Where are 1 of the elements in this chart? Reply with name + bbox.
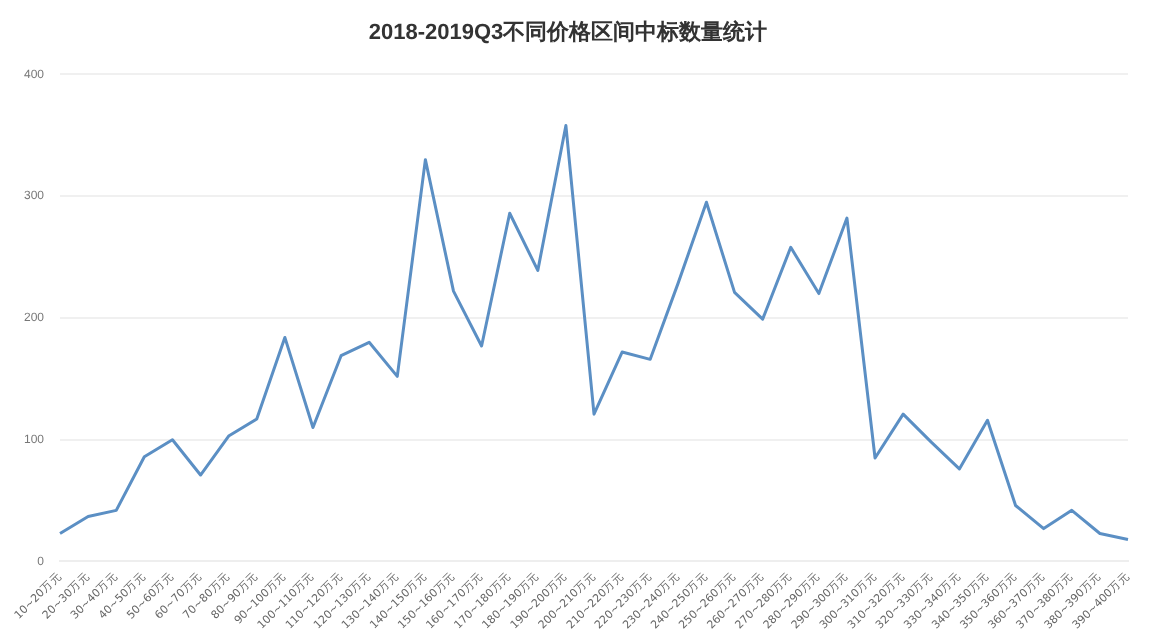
chart-title: 2018-2019Q3不同价格区间中标数量统计: [368, 19, 768, 46]
